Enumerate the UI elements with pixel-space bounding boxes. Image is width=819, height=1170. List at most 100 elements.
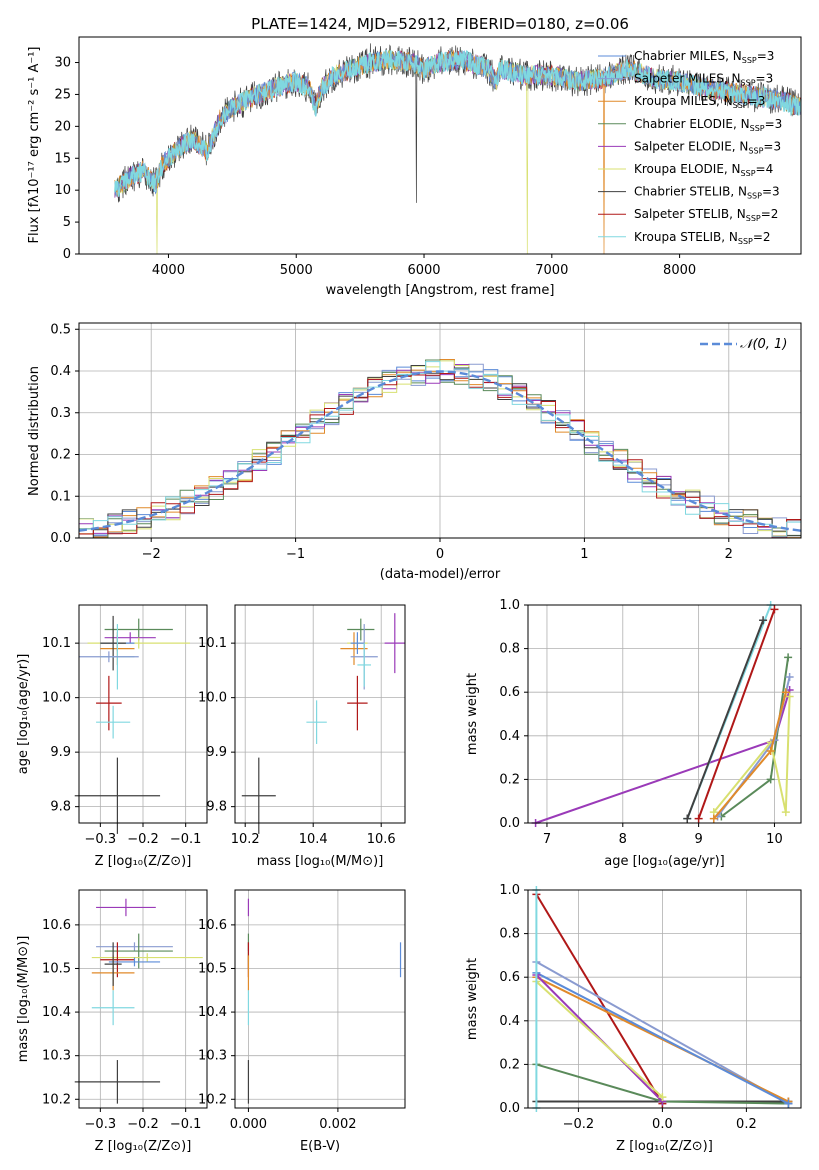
spectrum-ytick-label: 30	[54, 56, 71, 71]
weight-line	[720, 657, 790, 818]
residuals-ytick-label: 0.2	[50, 448, 71, 463]
ytick-label: 10.3	[198, 1049, 227, 1064]
weight-marker	[709, 814, 718, 823]
weight-line	[713, 696, 791, 813]
weight-line	[535, 689, 791, 824]
residuals-ylabel: Normed distribution	[27, 366, 42, 496]
legend-entry: Salpeter ELODIE, NSSP=3	[634, 139, 781, 155]
weight-line	[535, 980, 664, 1098]
xtick-label: 10.4	[299, 832, 328, 847]
xtick-label: −0.3	[85, 832, 117, 847]
weight-line	[535, 893, 664, 1105]
weight-marker	[781, 808, 790, 817]
legend-entry: Salpeter STELIB, NSSP=2	[634, 207, 778, 223]
spectrum-ytick-label: 25	[54, 87, 71, 102]
xtick-label: 8	[619, 832, 627, 847]
xtick-label: 10.2	[231, 832, 260, 847]
weight-marker	[784, 1099, 793, 1108]
residuals-xtick-label: 1	[580, 547, 588, 562]
spectrum-ytick-label: 15	[54, 151, 71, 166]
parameter-panels: −0.3 −0.2 −0.1 9.8 9.9 10.0 10.1 Z [log₁₀(Z/Z⊙)…	[16, 598, 802, 1154]
mass-vs-ebv-frame	[234, 889, 406, 1109]
weight-vs-z-panel: −0.2 0.0 0.2 0.0 0.2 0.4 0.6 0.8 1.0 Z [log₁₀(Z/Z…	[465, 883, 802, 1154]
residual-histogram	[78, 361, 802, 537]
ytick-label: 9.9	[206, 745, 227, 760]
ytick-label: 10.0	[198, 691, 227, 706]
spectrum-xtick-label: 8000	[663, 263, 696, 278]
weight-line	[697, 609, 776, 819]
weight-line	[686, 619, 765, 819]
spectrum-line	[114, 49, 802, 197]
ytick-label: 0.6	[499, 970, 520, 985]
ytick-label: 0.2	[499, 1057, 520, 1072]
spectrum-ytick-label: 5	[63, 215, 71, 230]
residuals-ticks: −2 −1 0 1 2 0.0 0.1 0.2 0.3 0.4 0.5	[50, 322, 733, 562]
residuals-grid	[79, 323, 801, 539]
gaussian-curve	[78, 370, 802, 532]
weight-marker	[658, 1093, 667, 1102]
residuals-xlabel: (data-model)/error	[380, 567, 501, 582]
ytick-label: 0.4	[499, 1014, 520, 1029]
ytick-label: 10.6	[42, 918, 71, 933]
weight-marker	[784, 653, 793, 662]
gaussian-legend-label: 𝒩(0, 1)	[740, 337, 787, 352]
ytick-label: 0.8	[499, 927, 520, 942]
ytick-label: 1.0	[499, 598, 520, 613]
spectrum-ytick-label: 20	[54, 119, 71, 134]
residuals-ytick-label: 0.5	[50, 322, 71, 337]
residuals-xtick-label: −2	[142, 547, 161, 562]
ytick-label: 10.5	[198, 961, 227, 976]
weight-marker	[781, 688, 790, 697]
spectrum-ylabel: Flux [fλ10⁻¹⁷ erg cm⁻² s⁻¹ A⁻¹]	[27, 47, 42, 244]
weight-marker	[694, 814, 703, 823]
ytick-label: 10.2	[42, 1092, 71, 1107]
figure-title: PLATE=1424, MJD=52912, FIBERID=0180, z=0…	[251, 15, 629, 33]
legend-entry: Chabrier STELIB, NSSP=3	[634, 185, 780, 201]
ytick-label: 10.4	[42, 1005, 71, 1020]
legend-entry: Salpeter MILES, NSSP=3	[634, 72, 773, 88]
ytick-label: 0.4	[499, 729, 520, 744]
spectrum-xtick-label: 7000	[535, 263, 568, 278]
xtick-label: −0.1	[170, 832, 202, 847]
age-vs-mass-frame	[234, 604, 406, 824]
xtick-label: 0.2	[736, 1117, 757, 1132]
mass-vs-ebv-panel: 0.000 0.002 10.2 10.3 10.4 10.5 10.6 E(B-V)	[198, 889, 406, 1154]
weight-vs-age-panel: 7 8 9 10 0.0 0.2 0.4 0.6 0.8 1.0 age [log₁₀(age/yr…	[465, 598, 802, 869]
xtick-label: −0.3	[85, 1117, 117, 1132]
ytick-label: 0.2	[499, 772, 520, 787]
mass-vs-z-panel: −0.3 −0.2 −0.1 10.2 10.3 10.4 10.5 10.6 Z [log₁₀…	[16, 889, 208, 1154]
xtick-label: −0.1	[170, 1117, 202, 1132]
weight-line	[535, 971, 789, 1105]
weight-vs-z-xlabel: Z [log₁₀(Z/Z⊙)]	[616, 1139, 713, 1154]
ytick-label: 10.5	[42, 961, 71, 976]
legend-entry: Chabrier MILES, NSSP=3	[634, 49, 774, 65]
ytick-label: 10.0	[42, 691, 71, 706]
spectrum-lines	[114, 43, 802, 255]
ytick-label: 0.8	[499, 642, 520, 657]
xtick-label: −0.2	[127, 1117, 159, 1132]
residuals-xtick-label: 2	[725, 547, 733, 562]
legend-entry: Chabrier ELODIE, NSSP=3	[634, 117, 782, 133]
ytick-label: 10.1	[198, 636, 227, 651]
age-vs-mass-panel: 10.2 10.4 10.6 9.8 9.9 10.0 10.1 mass [log₁₀(M/…	[198, 604, 406, 869]
legend-entry: Kroupa ELODIE, NSSP=4	[634, 162, 773, 178]
ytick-label: 0.0	[499, 816, 520, 831]
xtick-label: −0.2	[563, 1117, 595, 1132]
mass-vs-z-xlabel: Z [log₁₀(Z/Z⊙)]	[95, 1139, 192, 1154]
weight-vs-z-ylabel: mass weight	[465, 958, 480, 1040]
ytick-label: 10.4	[198, 1005, 227, 1020]
weight-vs-age-xlabel: age [log₁₀(age/yr)]	[604, 854, 725, 869]
ytick-label: 10.3	[42, 1049, 71, 1064]
mass-vs-z-ylabel: mass [log₁₀(M/M⊙)]	[16, 936, 31, 1063]
weight-marker	[759, 616, 768, 625]
ytick-label: 9.9	[50, 745, 71, 760]
age-vs-z-ylabel: age [log₁₀(age/yr)]	[16, 654, 31, 775]
spectrum-frame	[78, 36, 802, 255]
ytick-label: 9.8	[206, 800, 227, 815]
spectrum-xtick-label: 4000	[152, 263, 185, 278]
xtick-label: 7	[543, 832, 551, 847]
spectrum-xlabel: wavelength [Angstrom, rest frame]	[326, 283, 555, 298]
spectrum-xtick-label: 5000	[280, 263, 313, 278]
residuals-ytick-label: 0.1	[50, 489, 71, 504]
